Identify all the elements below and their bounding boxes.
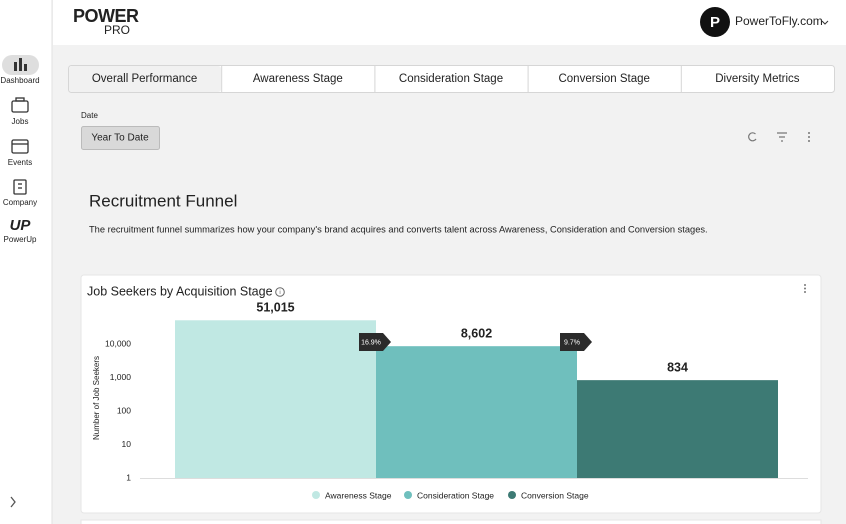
nav-icon <box>14 58 27 71</box>
more-icon[interactable] <box>808 132 810 142</box>
bar <box>376 346 577 478</box>
nav-icon <box>11 97 29 195</box>
bar <box>577 380 778 478</box>
tab[interactable]: Awareness Stage <box>253 73 343 85</box>
value-label: 8,602 <box>461 326 492 340</box>
filter-label: Date <box>81 111 98 120</box>
value-label: 834 <box>667 360 688 374</box>
info-icon[interactable] <box>275 287 285 297</box>
chart-title: Job Seekers by Acquisition Stage <box>87 284 273 298</box>
sidebar <box>0 0 52 524</box>
account-name[interactable]: PowerToFly.com <box>735 14 823 28</box>
conversion-arrow <box>359 333 391 351</box>
value-label: 51,015 <box>256 301 294 315</box>
tab-bar <box>68 65 835 93</box>
legend-swatch <box>404 491 412 499</box>
y-tick-label: 1 <box>126 472 131 482</box>
legend-label[interactable]: Conversion Stage <box>521 490 589 500</box>
date-value[interactable]: Year To Date <box>91 133 149 144</box>
y-tick-label: 1,000 <box>110 372 132 382</box>
section-title: Recruitment Funnel <box>89 191 237 210</box>
nav-label[interactable]: Events <box>8 158 32 167</box>
toolbar-icons[interactable] <box>748 132 787 142</box>
next-card <box>80 519 822 524</box>
logo[interactable]: POWER <box>73 6 140 26</box>
tab-active <box>69 66 222 92</box>
conversion-label: 9.7% <box>564 339 580 346</box>
tab[interactable]: Overall Performance <box>92 73 197 85</box>
y-axis-label: Number of Job Seekers <box>92 356 101 440</box>
legend-label[interactable]: Consideration Stage <box>417 490 494 500</box>
conversion-arrow <box>560 333 592 351</box>
nav-label[interactable]: Jobs <box>12 117 29 126</box>
account-chevron[interactable] <box>821 20 829 25</box>
y-tick-label: 10 <box>122 439 132 449</box>
info-icon-glyph: i <box>279 290 280 296</box>
tab[interactable]: Conversion Stage <box>558 73 649 85</box>
legend-swatch <box>312 491 320 499</box>
nav-label[interactable]: PowerUp <box>4 235 37 244</box>
tab[interactable]: Consideration Stage <box>399 73 503 85</box>
avatar-letter: P <box>710 14 720 31</box>
section-description: The recruitment funnel summarizes how yo… <box>89 224 708 234</box>
legend-label[interactable]: Awareness Stage <box>325 490 392 500</box>
y-tick-label: 100 <box>117 405 131 415</box>
nav-icon: UP <box>10 217 32 234</box>
avatar[interactable] <box>700 7 730 37</box>
expand-button[interactable] <box>10 496 16 508</box>
tab[interactable]: Diversity Metrics <box>715 73 800 85</box>
conversion-label: 16.9% <box>361 339 381 346</box>
nav-label[interactable]: Dashboard <box>0 76 39 85</box>
bar <box>175 320 376 478</box>
nav-label[interactable]: Company <box>3 198 37 207</box>
logo[interactable]: PRO <box>104 23 130 37</box>
legend-swatch <box>508 491 516 499</box>
chart-menu[interactable] <box>804 284 806 293</box>
y-tick-label: 10,000 <box>105 338 131 348</box>
date-button[interactable] <box>81 126 160 150</box>
